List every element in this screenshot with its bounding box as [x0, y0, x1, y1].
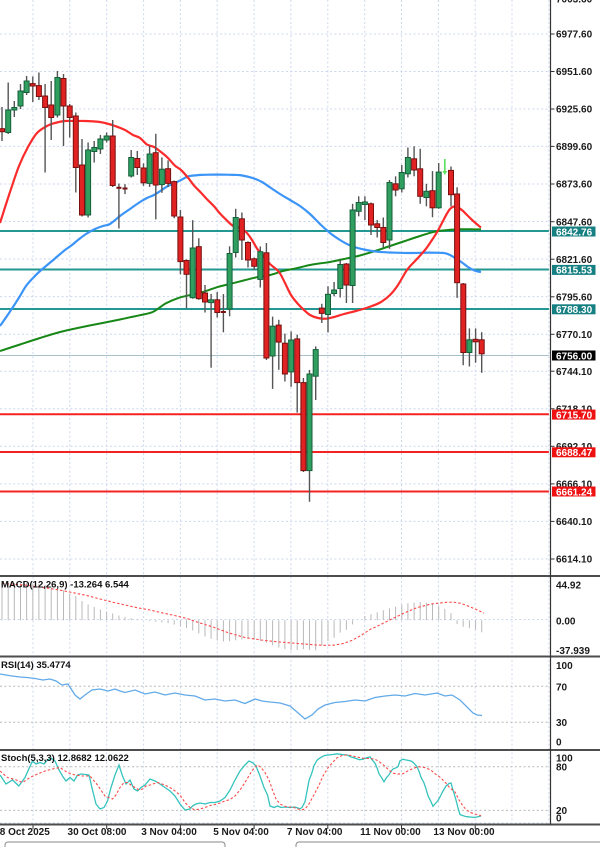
- svg-text:6821.60: 6821.60: [556, 255, 593, 266]
- svg-text:5 Nov 04:00: 5 Nov 04:00: [213, 827, 269, 838]
- svg-text:6744.10: 6744.10: [556, 367, 593, 378]
- svg-text:6815.53: 6815.53: [556, 266, 593, 277]
- svg-text:80: 80: [556, 762, 568, 773]
- svg-text:7003.60: 7003.60: [556, 0, 593, 5]
- svg-text:6925.60: 6925.60: [556, 105, 593, 116]
- svg-text:6899.60: 6899.60: [556, 142, 593, 153]
- svg-text:6640.10: 6640.10: [556, 517, 593, 528]
- svg-text:30: 30: [556, 718, 568, 729]
- svg-text:7 Nov 04:00: 7 Nov 04:00: [287, 827, 343, 838]
- svg-text:6873.60: 6873.60: [556, 180, 593, 191]
- svg-text:MACD(12,26,9) -13.264 6.544: MACD(12,26,9) -13.264 6.544: [1, 580, 130, 591]
- svg-text:Stoch(5,3,3) 12.8682 12.0622: Stoch(5,3,3) 12.8682 12.0622: [1, 753, 129, 764]
- svg-text:0.00: 0.00: [556, 616, 576, 627]
- svg-text:6666.10: 6666.10: [556, 480, 593, 491]
- svg-text:100: 100: [556, 661, 573, 672]
- svg-text:100: 100: [556, 754, 573, 765]
- svg-text:6688.47: 6688.47: [556, 448, 593, 459]
- svg-text:70: 70: [556, 683, 568, 694]
- svg-text:-37.939: -37.939: [556, 646, 590, 657]
- svg-text:6951.60: 6951.60: [556, 67, 593, 78]
- svg-text:13 Nov 00:00: 13 Nov 00:00: [433, 827, 495, 838]
- svg-text:30 Oct 08:00: 30 Oct 08:00: [68, 827, 127, 838]
- svg-text:6847.60: 6847.60: [556, 217, 593, 228]
- svg-text:6788.30: 6788.30: [556, 305, 593, 316]
- svg-text:6756.00: 6756.00: [556, 351, 593, 362]
- svg-text:6977.60: 6977.60: [556, 30, 593, 41]
- svg-text:6795.60: 6795.60: [556, 293, 593, 304]
- svg-text:28 Oct 2025: 28 Oct 2025: [0, 827, 50, 838]
- svg-text:0: 0: [556, 738, 562, 749]
- svg-text:44.92: 44.92: [556, 581, 581, 592]
- svg-text:11 Nov 00:00: 11 Nov 00:00: [360, 827, 421, 838]
- svg-text:3 Nov 04:00: 3 Nov 04:00: [141, 827, 197, 838]
- svg-text:6661.24: 6661.24: [556, 487, 593, 498]
- svg-text:0: 0: [556, 814, 562, 825]
- svg-text:6614.10: 6614.10: [556, 555, 593, 566]
- svg-text:6770.10: 6770.10: [556, 330, 593, 341]
- svg-text:20: 20: [556, 806, 568, 817]
- svg-text:6842.76: 6842.76: [556, 227, 593, 238]
- svg-text:6715.70: 6715.70: [556, 410, 593, 421]
- svg-text:RSI(14) 35.4774: RSI(14) 35.4774: [1, 660, 71, 671]
